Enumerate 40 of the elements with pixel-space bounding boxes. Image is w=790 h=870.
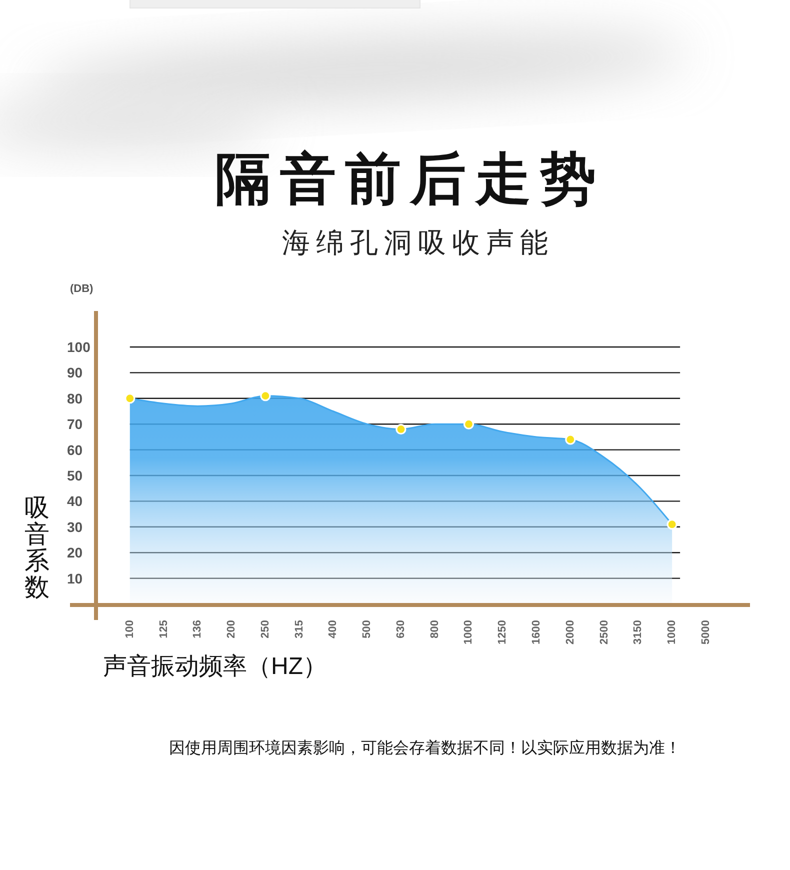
y-tick-label: 70: [67, 416, 83, 432]
y-tick-label: 50: [67, 467, 83, 484]
y-tick-label: 80: [67, 390, 83, 406]
x-tick-label: 800: [428, 620, 441, 638]
x-tick-label: 1000: [666, 620, 678, 644]
point: [565, 434, 576, 445]
point: [396, 424, 406, 435]
x-tick-label: 1250: [496, 620, 509, 644]
chart-subtitle: 海绵孔洞吸收声能: [282, 227, 554, 258]
x-tick-label: 5000: [700, 620, 712, 644]
x-tick-label: 100: [124, 620, 136, 638]
x-tick-label: 500: [361, 620, 374, 638]
x-tick-label: 1600: [530, 620, 543, 644]
y-tick-label: 30: [67, 518, 83, 535]
text: 因使用周围环境因素影响，可能会存着数据不同！以实际应用数据为准！: [169, 739, 681, 757]
y-tick-label: 20: [67, 544, 83, 561]
y-tick-label: 90: [67, 364, 83, 381]
x-tick-label: 315: [293, 620, 306, 638]
x-tick-label: 630: [394, 620, 407, 638]
y-tick-label: 40: [67, 493, 83, 510]
point: [124, 393, 136, 404]
point: [260, 390, 271, 402]
x-axis-title: 声音振动频率（HZ）: [103, 653, 327, 680]
x-tick-label: 400: [327, 620, 340, 638]
x-tick-label: 2000: [564, 620, 576, 644]
text: (DB): [70, 283, 94, 295]
x-tick-label: 200: [226, 620, 238, 638]
x-tick-label: 1000: [462, 620, 475, 644]
x-tick-label: 3150: [632, 620, 644, 644]
x-tick-label: 136: [192, 620, 204, 638]
y-tick-label: 60: [67, 442, 83, 458]
y-tick-label: 10: [67, 570, 83, 586]
x-tick-label: 250: [259, 620, 272, 638]
point: [666, 519, 678, 530]
x-tick-label: 125: [158, 620, 170, 638]
point: [463, 418, 474, 430]
chart-title: 隔音前后走势: [215, 147, 605, 210]
y-tick-label: 100: [67, 338, 91, 355]
x-tick-label: 2500: [598, 620, 610, 644]
y-axis-title: 吸音系数: [24, 494, 50, 602]
